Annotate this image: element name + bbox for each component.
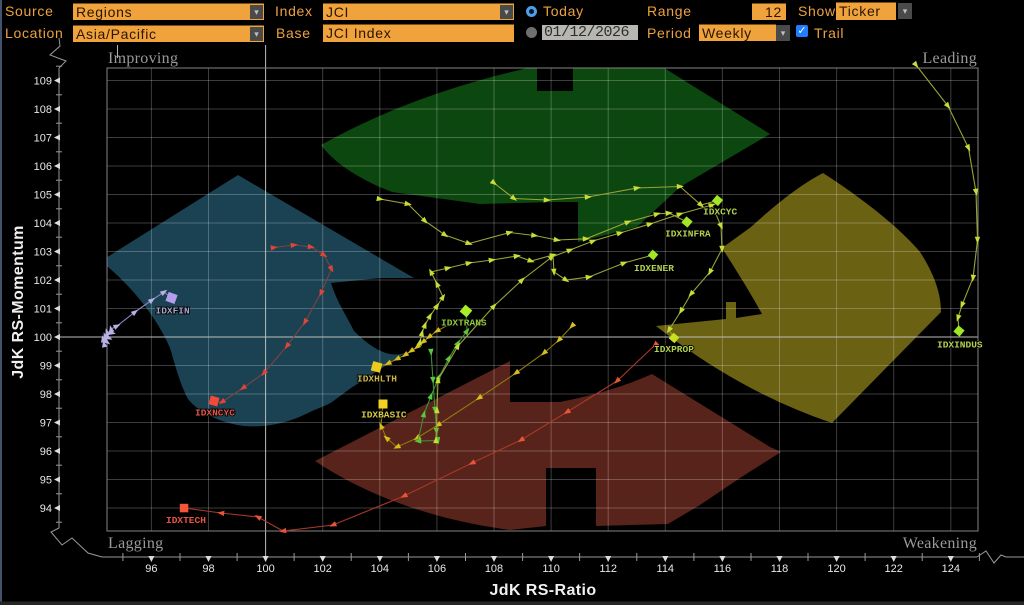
svg-text:98: 98 (202, 563, 214, 575)
svg-text:116: 116 (714, 563, 732, 575)
svg-text:106: 106 (428, 563, 446, 575)
svg-text:102: 102 (34, 275, 52, 287)
svg-text:97: 97 (40, 418, 52, 430)
svg-text:Improving: Improving (108, 50, 178, 67)
svg-text:105: 105 (34, 190, 52, 202)
svg-text:104: 104 (34, 218, 52, 230)
svg-text:120: 120 (827, 563, 845, 575)
svg-text:122: 122 (885, 563, 903, 575)
svg-text:103: 103 (34, 247, 52, 259)
svg-text:108: 108 (34, 104, 52, 116)
svg-text:100: 100 (256, 563, 274, 575)
svg-text:94: 94 (40, 503, 52, 515)
svg-text:99: 99 (40, 361, 52, 373)
svg-text:IDXTECH: IDXTECH (166, 515, 206, 526)
svg-text:IDXCYC: IDXCYC (703, 207, 738, 218)
svg-text:IDXNCYC: IDXNCYC (195, 408, 235, 419)
svg-text:100: 100 (34, 332, 52, 344)
svg-text:112: 112 (599, 563, 617, 575)
svg-text:IDXFIN: IDXFIN (156, 306, 191, 317)
svg-text:109: 109 (34, 76, 52, 88)
svg-text:JdK RS-Ratio: JdK RS-Ratio (489, 582, 596, 599)
svg-text:96: 96 (40, 446, 52, 458)
svg-text:IDXINDUS: IDXINDUS (937, 340, 983, 351)
svg-text:JdK RS-Momentum: JdK RS-Momentum (10, 225, 27, 379)
svg-text:95: 95 (40, 475, 52, 487)
svg-text:IDXPROP: IDXPROP (654, 344, 694, 355)
svg-text:114: 114 (657, 563, 675, 575)
svg-text:104: 104 (371, 563, 389, 575)
svg-text:98: 98 (40, 389, 52, 401)
svg-text:IDXTRANS: IDXTRANS (441, 318, 487, 329)
svg-text:106: 106 (34, 161, 52, 173)
svg-text:Lagging: Lagging (108, 535, 163, 552)
svg-text:Weakening: Weakening (903, 535, 977, 552)
svg-text:IDXINFRA: IDXINFRA (665, 229, 711, 240)
svg-text:118: 118 (771, 563, 789, 575)
svg-text:IDXHLTH: IDXHLTH (357, 374, 397, 385)
svg-text:96: 96 (145, 563, 157, 575)
svg-text:IDXBASIC: IDXBASIC (361, 410, 407, 421)
svg-text:108: 108 (485, 563, 503, 575)
svg-text:107: 107 (34, 133, 52, 145)
svg-text:102: 102 (314, 563, 332, 575)
svg-text:Leading: Leading (922, 50, 977, 67)
svg-text:101: 101 (34, 304, 52, 316)
svg-text:110: 110 (542, 563, 560, 575)
svg-text:IDXENER: IDXENER (634, 263, 674, 274)
svg-text:124: 124 (942, 563, 960, 575)
